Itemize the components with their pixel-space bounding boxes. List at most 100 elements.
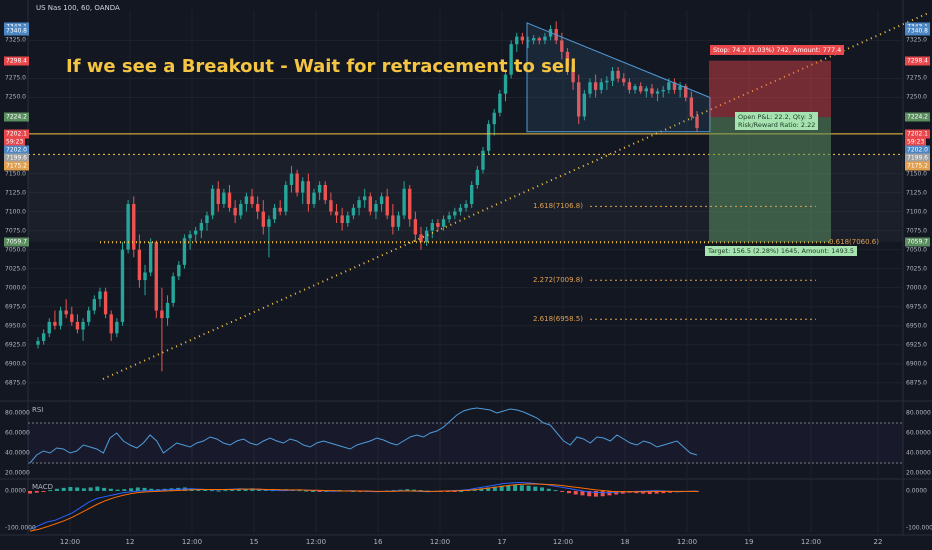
price-tag-right: 7199.6 bbox=[905, 153, 930, 163]
candle-body bbox=[227, 192, 232, 208]
candle-body bbox=[605, 80, 609, 83]
macd-histogram-bar bbox=[223, 490, 228, 492]
y-tick-label-right: 6900.0 bbox=[906, 360, 927, 368]
y-tick-label-right: 6975.0 bbox=[906, 303, 927, 311]
y-tick-label-left: 7025.0 bbox=[5, 265, 26, 273]
x-tick-label: 22 bbox=[873, 538, 883, 546]
candle-body bbox=[216, 188, 220, 204]
candle-body bbox=[47, 321, 51, 334]
candle-body bbox=[464, 204, 468, 208]
candle-body bbox=[36, 340, 40, 345]
y-tick-label-left: 7075.0 bbox=[5, 227, 26, 235]
price-tag-left: 7298.4 bbox=[4, 56, 29, 66]
x-tick-label: 19 bbox=[744, 538, 754, 546]
price-tag-left: 7202.1 bbox=[4, 129, 29, 139]
candle-body bbox=[453, 211, 457, 216]
candle-body bbox=[92, 299, 97, 311]
macd-tick-left: 0.0000 bbox=[5, 487, 26, 495]
price-tag-right: 7202.1 bbox=[905, 129, 930, 139]
y-tick-label-right: 6875.0 bbox=[906, 379, 927, 387]
candle-body bbox=[638, 86, 643, 92]
candle-body bbox=[143, 272, 147, 281]
price-tag-left: 7175.2 bbox=[4, 161, 29, 171]
candle-body bbox=[650, 88, 654, 94]
price-tag-right: 59:23 bbox=[905, 137, 927, 147]
candle-body bbox=[633, 86, 637, 90]
price-tag-left: 59:23 bbox=[4, 137, 26, 147]
candle-body bbox=[109, 314, 113, 334]
candle-body bbox=[520, 36, 525, 41]
candle-body bbox=[301, 181, 305, 193]
candle-body bbox=[391, 215, 395, 227]
candle-body bbox=[644, 88, 648, 92]
candle-body bbox=[103, 291, 108, 315]
candle-body bbox=[137, 249, 142, 281]
x-tick-label: 12:00 bbox=[676, 538, 698, 546]
macd-histogram-bar bbox=[546, 488, 551, 491]
macd-histogram-bar bbox=[317, 490, 322, 492]
candle-body bbox=[120, 249, 125, 322]
target-zone bbox=[709, 117, 831, 243]
macd-histogram-bar bbox=[533, 486, 538, 491]
x-tick-label: 12 bbox=[125, 538, 135, 546]
x-tick-label: 16 bbox=[373, 538, 383, 546]
trendline bbox=[102, 11, 931, 380]
x-tick-label: 17 bbox=[497, 538, 507, 546]
fib-level-label: 2.272(7009.8) bbox=[533, 276, 583, 285]
pnl-line-1: Open P&L: 22.2, Qty: 3 bbox=[738, 113, 813, 121]
candle-body bbox=[233, 207, 237, 216]
macd-histogram-bar bbox=[600, 490, 605, 497]
candle-body bbox=[210, 188, 215, 216]
candle-body bbox=[509, 44, 513, 75]
candle-body bbox=[588, 82, 592, 94]
x-tick-label: 12:00 bbox=[552, 538, 574, 546]
candle-body bbox=[622, 78, 626, 83]
rsi-band bbox=[28, 423, 903, 463]
candle-body bbox=[58, 310, 63, 326]
macd-histogram-bar bbox=[28, 490, 32, 494]
candle-body bbox=[543, 36, 547, 41]
candle-body bbox=[582, 93, 587, 117]
price-tag-right: 7343.1 bbox=[905, 22, 930, 32]
candle-body bbox=[160, 310, 164, 319]
macd-histogram-bar bbox=[41, 490, 46, 492]
macd-tick-right: -100.0000 bbox=[906, 524, 932, 532]
stop-zone bbox=[709, 60, 831, 118]
fib-right-label: 0.618(7060.6) bbox=[829, 238, 879, 247]
candle-body bbox=[132, 204, 136, 250]
candle-body bbox=[64, 310, 68, 315]
x-tick-label: 12:00 bbox=[429, 538, 451, 546]
y-tick-label-right: 7050.0 bbox=[906, 246, 927, 254]
candle-body bbox=[515, 36, 519, 45]
price-tag-left: 7343.1 bbox=[4, 22, 29, 32]
macd-histogram-bar bbox=[108, 488, 113, 491]
y-tick-label-left: 7250.0 bbox=[5, 93, 26, 101]
y-tick-label-left: 7150.0 bbox=[5, 170, 26, 178]
macd-tick-right: 0.0000 bbox=[906, 487, 927, 495]
candle-body bbox=[261, 211, 265, 227]
symbol-title: US Nas 100, 60, OANDA bbox=[36, 4, 120, 12]
candle-body bbox=[306, 181, 311, 204]
macd-histogram-bar bbox=[81, 488, 86, 491]
y-tick-label-right: 6950.0 bbox=[906, 322, 927, 330]
candle-body bbox=[379, 196, 384, 204]
fib-level-label: 1.618(7106.8) bbox=[533, 202, 583, 211]
candle-body bbox=[593, 82, 598, 90]
candle-body bbox=[115, 321, 119, 334]
macd-histogram-bar bbox=[580, 490, 585, 496]
candle-body bbox=[81, 321, 85, 330]
candle-body bbox=[351, 207, 356, 216]
macd-histogram-bar bbox=[593, 490, 598, 497]
candle-body bbox=[126, 204, 130, 250]
macd-histogram-bar bbox=[216, 490, 221, 492]
macd-histogram-bar bbox=[102, 487, 107, 491]
macd-histogram-bar bbox=[553, 490, 558, 492]
y-tick-label-right: 7275.0 bbox=[906, 74, 927, 82]
candle-body bbox=[408, 188, 412, 220]
y-tick-label-right: 7025.0 bbox=[906, 265, 927, 273]
candle-body bbox=[357, 200, 361, 208]
macd-histogram-bar bbox=[668, 490, 673, 493]
candle-body bbox=[148, 242, 153, 273]
macd-histogram-bar bbox=[661, 490, 666, 494]
